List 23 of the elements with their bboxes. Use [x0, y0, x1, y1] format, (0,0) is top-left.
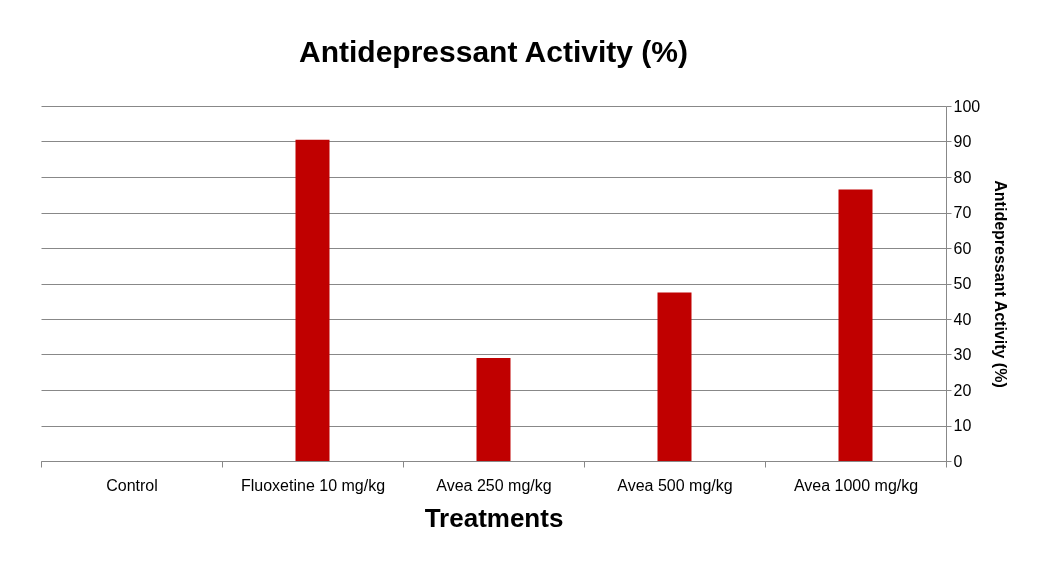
- y-tick-label: 50: [953, 275, 972, 292]
- y-tick-label: 10: [953, 417, 972, 434]
- y-tick-label: 40: [953, 310, 972, 328]
- x-axis-title: Treatments: [424, 502, 564, 533]
- y-tick-label: 20: [953, 381, 972, 399]
- y-tick-label: 90: [953, 133, 972, 150]
- y-tick-label: 80: [953, 168, 972, 186]
- bar: [295, 139, 330, 461]
- x-tick-label: Fluoxetine 10 mg/kg: [240, 476, 386, 494]
- x-tick-label: Avea 1000 mg/kg: [793, 476, 919, 494]
- y-tick-label: 60: [953, 239, 972, 257]
- x-tick-label: Avea 250 mg/kg: [436, 476, 552, 494]
- y-axis-title: Antidepressant Activity (%): [992, 180, 1010, 388]
- x-tick-label: Control: [106, 476, 158, 494]
- bar: [657, 292, 692, 461]
- x-tick-label: Avea 500 mg/kg: [617, 476, 733, 494]
- y-tick-label: 30: [953, 346, 972, 363]
- y-tick-label: 100: [953, 97, 981, 115]
- chart-title: Antidepressant Activity (%): [299, 35, 688, 68]
- y-tick-label: 0: [953, 452, 963, 470]
- bar: [476, 358, 511, 461]
- y-tick-label: 70: [953, 204, 972, 221]
- bar: [838, 189, 873, 461]
